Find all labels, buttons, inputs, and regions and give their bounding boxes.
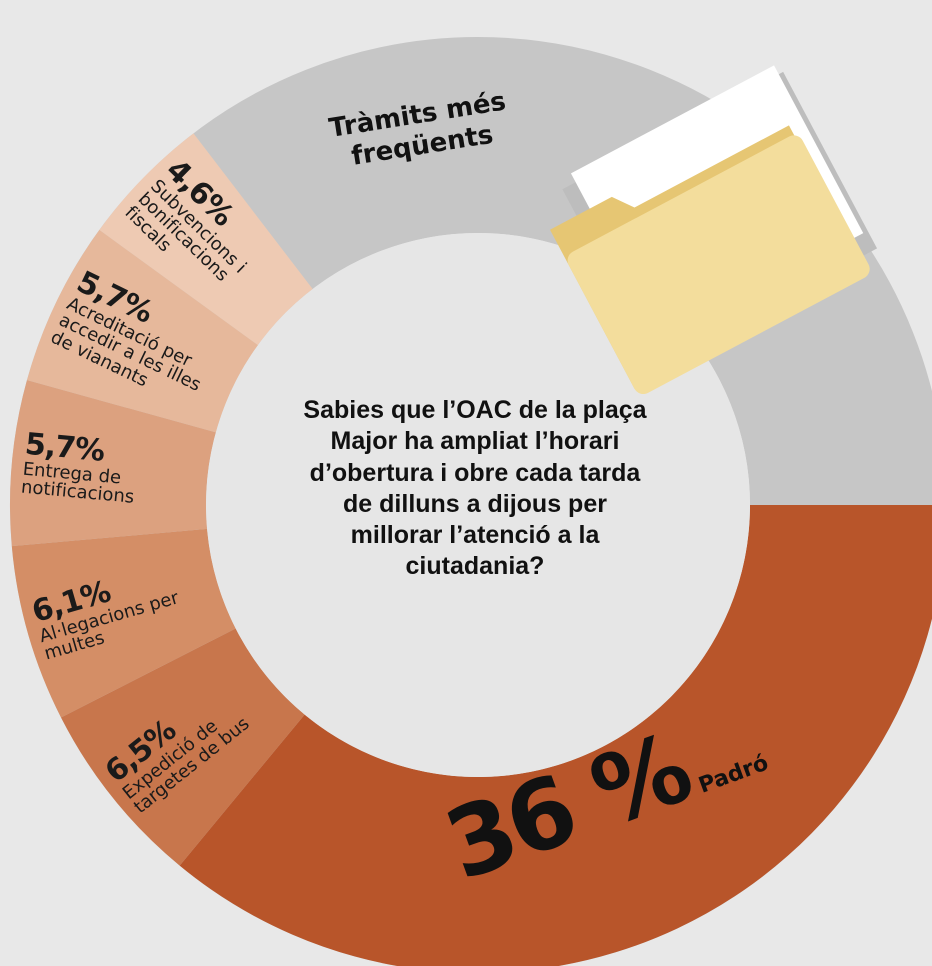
donut-hole	[206, 233, 750, 777]
category-label: Padró	[695, 750, 772, 799]
slice	[26, 229, 258, 433]
slice	[99, 133, 313, 346]
slice	[10, 380, 216, 547]
donut	[10, 37, 932, 966]
center-text: Sabies que l’OAC de la plaça Major ha am…	[303, 396, 647, 581]
slice	[61, 628, 305, 866]
folder-icon	[550, 65, 878, 395]
slice	[179, 505, 932, 966]
slice	[11, 528, 236, 718]
